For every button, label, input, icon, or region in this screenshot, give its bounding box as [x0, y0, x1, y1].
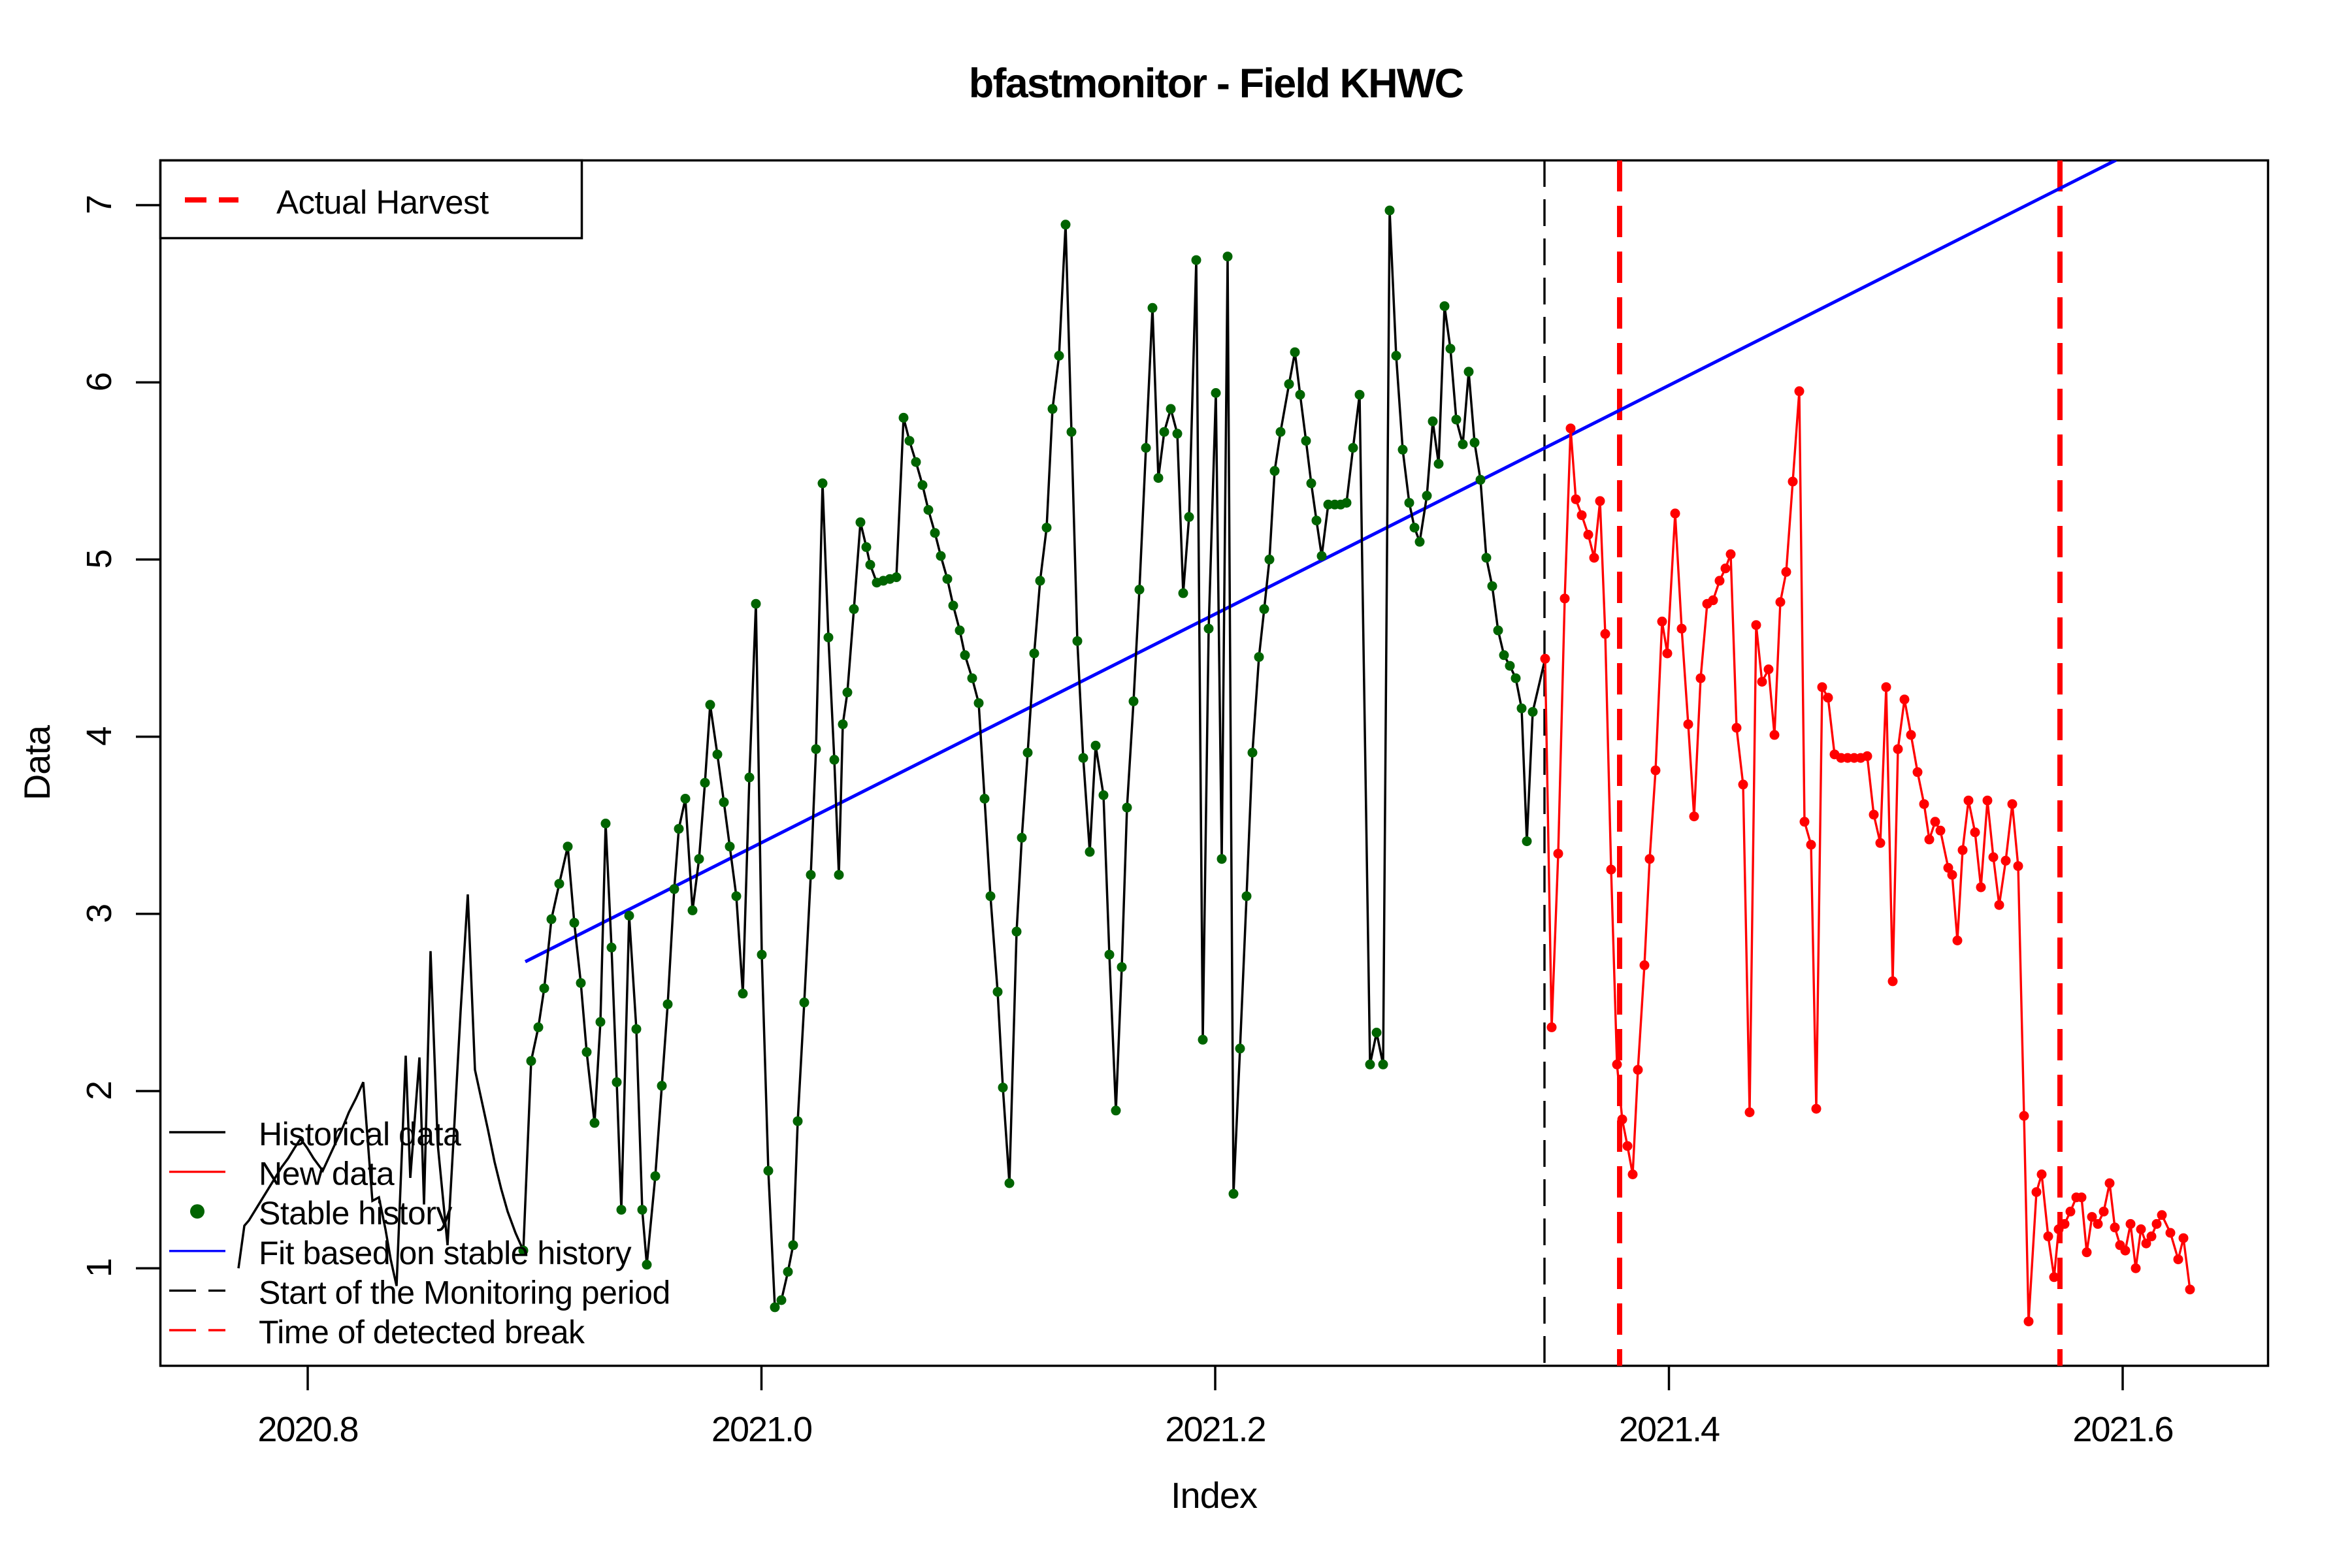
svg-text:Index: Index — [1171, 1475, 1258, 1516]
svg-text:2021.2: 2021.2 — [1165, 1410, 1265, 1449]
svg-text:6: 6 — [80, 373, 119, 391]
svg-text:4: 4 — [80, 727, 119, 746]
svg-text:Historical data: Historical data — [259, 1116, 461, 1152]
svg-text:2: 2 — [80, 1082, 119, 1100]
svg-text:Actual Harvest: Actual Harvest — [276, 184, 489, 221]
svg-text:Time of detected break: Time of detected break — [259, 1314, 585, 1350]
svg-text:New data: New data — [259, 1156, 395, 1192]
svg-text:2021.4: 2021.4 — [1619, 1410, 1720, 1449]
svg-text:Start of the Monitoring period: Start of the Monitoring period — [259, 1274, 670, 1311]
svg-text:Fit based on stable history: Fit based on stable history — [259, 1235, 632, 1271]
svg-text:Data: Data — [16, 725, 57, 800]
svg-text:2020.8: 2020.8 — [257, 1410, 357, 1449]
svg-text:bfastmonitor - Field KHWC: bfastmonitor - Field KHWC — [969, 61, 1463, 106]
svg-text:5: 5 — [80, 550, 119, 568]
svg-text:2021.0: 2021.0 — [711, 1410, 811, 1449]
svg-text:Stable history: Stable history — [259, 1195, 452, 1232]
svg-text:7: 7 — [80, 196, 119, 214]
svg-text:2021.6: 2021.6 — [2072, 1410, 2172, 1449]
svg-text:1: 1 — [80, 1259, 119, 1277]
svg-text:3: 3 — [80, 905, 119, 923]
